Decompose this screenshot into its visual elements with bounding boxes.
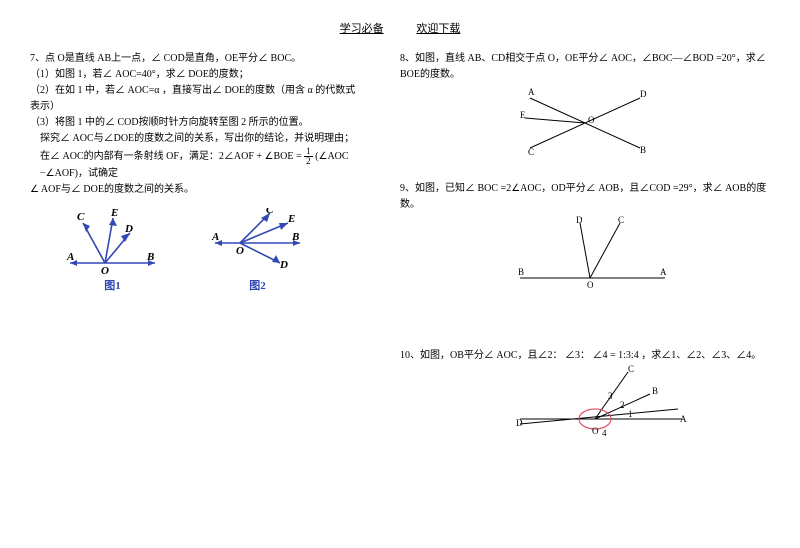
- fig2-C: C: [266, 208, 274, 216]
- q9-A: A: [660, 267, 667, 277]
- q7-p3: （3）将图 1 中的∠ COD按顺时针方向旋转至图 2 所示的位置。: [30, 115, 360, 131]
- q10-B: B: [652, 386, 658, 396]
- q9-O: O: [587, 280, 594, 290]
- fig1-svg: A B C E D O: [65, 208, 160, 278]
- q9-B: B: [518, 267, 524, 277]
- fig2-cap: 图2: [210, 278, 305, 296]
- q10-2: 2: [620, 400, 625, 410]
- fig2-A: A: [211, 231, 219, 243]
- q8-C: C: [528, 147, 534, 157]
- q7-p3b: 在∠ AOC的内部有一条射线 OF，满足：2∠AOF + ∠BOE = 12 (…: [30, 147, 360, 182]
- header-right: 欢迎下载: [416, 23, 460, 35]
- q9-stem: 9、如图，已知∠ BOC =2∠AOC，OD平分∠ AOB，且∠COD =29°…: [400, 181, 770, 213]
- fig1-B: B: [146, 251, 154, 263]
- q10-stem: 10、如图，OB平分∠ AOC，且∠2： ∠3： ∠4 = 1:3:4 ，求∠1…: [400, 348, 770, 364]
- columns: 7、点 O是直线 AB上一点，∠ COD是直角，OE平分∠ BOC。 （1）如图…: [30, 51, 770, 464]
- q7-stem: 7、点 O是直线 AB上一点，∠ COD是直角，OE平分∠ BOC。: [30, 51, 360, 67]
- fig1-D: D: [124, 223, 133, 235]
- page-header: 学习必备 欢迎下载: [30, 20, 770, 36]
- fig2-B: B: [291, 231, 299, 243]
- q9-C: C: [618, 215, 624, 225]
- q7-p3b-b: ∠BOE =: [265, 151, 302, 162]
- left-column: 7、点 O是直线 AB上一点，∠ COD是直角，OE平分∠ BOC。 （1）如图…: [30, 51, 360, 464]
- fig2-svg: A B C E D O: [210, 208, 305, 278]
- q10-O: O: [592, 426, 599, 436]
- q7-p3a: 探究∠ AOC与∠DOE的度数之间的关系，写出你的结论，并说明理由；: [30, 131, 360, 147]
- q7-figures: A B C E D O 图1: [65, 208, 360, 296]
- header-left: 学习必备: [340, 23, 384, 35]
- q10-C: C: [628, 364, 634, 374]
- fig1-A: A: [66, 251, 74, 263]
- fig1-E: E: [110, 208, 118, 219]
- q9: 9、如图，已知∠ BOC =2∠AOC，OD平分∠ AOB，且∠COD =29°…: [400, 181, 770, 293]
- q8-O: O: [588, 115, 595, 125]
- q7-frac: 12: [304, 147, 313, 166]
- right-column: 8、如图，直线 AB、CD相交于点 O，OE平分∠ AOC，∠BOC—∠BOD …: [400, 51, 770, 464]
- q9-fig: A B C D O: [510, 213, 770, 293]
- q7-fig1: A B C E D O 图1: [65, 208, 160, 296]
- q10-svg: A B C D O 1 2 3 4: [510, 364, 690, 454]
- q8-B: B: [640, 145, 646, 155]
- q7-p3c: ∠ AOF与∠ DOE的度数之间的关系。: [30, 182, 360, 198]
- q8-D: D: [640, 89, 647, 99]
- q8-A: A: [528, 87, 535, 97]
- q7-fig2: A B C E D O 图2: [210, 208, 305, 296]
- q10: 10、如图，OB平分∠ AOC，且∠2： ∠3： ∠4 = 1:3:4 ，求∠1…: [400, 348, 770, 454]
- q8-fig: A B C D E O: [510, 83, 770, 163]
- q7-p2: （2）在如 1 中，若∠ AOC=α ，直接写出∠ DOE的度数（用含 α 的代…: [30, 83, 360, 115]
- q10-1: 1: [628, 409, 633, 419]
- q8-E: E: [520, 110, 526, 120]
- q10-D: D: [516, 418, 523, 428]
- fig2-E: E: [287, 213, 295, 225]
- fig1-C: C: [77, 211, 85, 223]
- q10-fig: A B C D O 1 2 3 4: [510, 364, 770, 454]
- q10-A: A: [680, 414, 687, 424]
- fig2-D: D: [279, 259, 288, 271]
- q10-4: 4: [602, 428, 607, 438]
- q10-3: 3: [608, 391, 613, 401]
- fig1-cap: 图1: [65, 278, 160, 296]
- q9-svg: A B C D O: [510, 213, 670, 293]
- q8-stem: 8、如图，直线 AB、CD相交于点 O，OE平分∠ AOC，∠BOC—∠BOD …: [400, 51, 770, 83]
- q8: 8、如图，直线 AB、CD相交于点 O，OE平分∠ AOC，∠BOC—∠BOD …: [400, 51, 770, 163]
- q7-p3b-a: 在∠ AOC的内部有一条射线 OF，满足：2∠AOF +: [40, 151, 262, 162]
- q9-D: D: [576, 215, 583, 225]
- fig2-O: O: [236, 245, 244, 257]
- q8-svg: A B C D E O: [510, 83, 660, 163]
- q7: 7、点 O是直线 AB上一点，∠ COD是直角，OE平分∠ BOC。 （1）如图…: [30, 51, 360, 296]
- q7-p1: （1）如图 1，若∠ AOC=40°，求∠ DOE的度数；: [30, 67, 360, 83]
- fig1-O: O: [101, 265, 109, 277]
